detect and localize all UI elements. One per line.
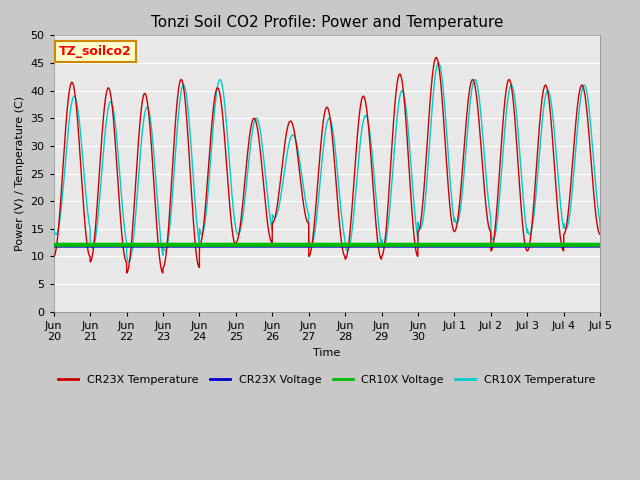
X-axis label: Time: Time xyxy=(314,348,340,358)
Title: Tonzi Soil CO2 Profile: Power and Temperature: Tonzi Soil CO2 Profile: Power and Temper… xyxy=(150,15,503,30)
Text: TZ_soilco2: TZ_soilco2 xyxy=(59,45,132,58)
Legend: CR23X Temperature, CR23X Voltage, CR10X Voltage, CR10X Temperature: CR23X Temperature, CR23X Voltage, CR10X … xyxy=(54,370,600,389)
Y-axis label: Power (V) / Temperature (C): Power (V) / Temperature (C) xyxy=(15,96,25,251)
